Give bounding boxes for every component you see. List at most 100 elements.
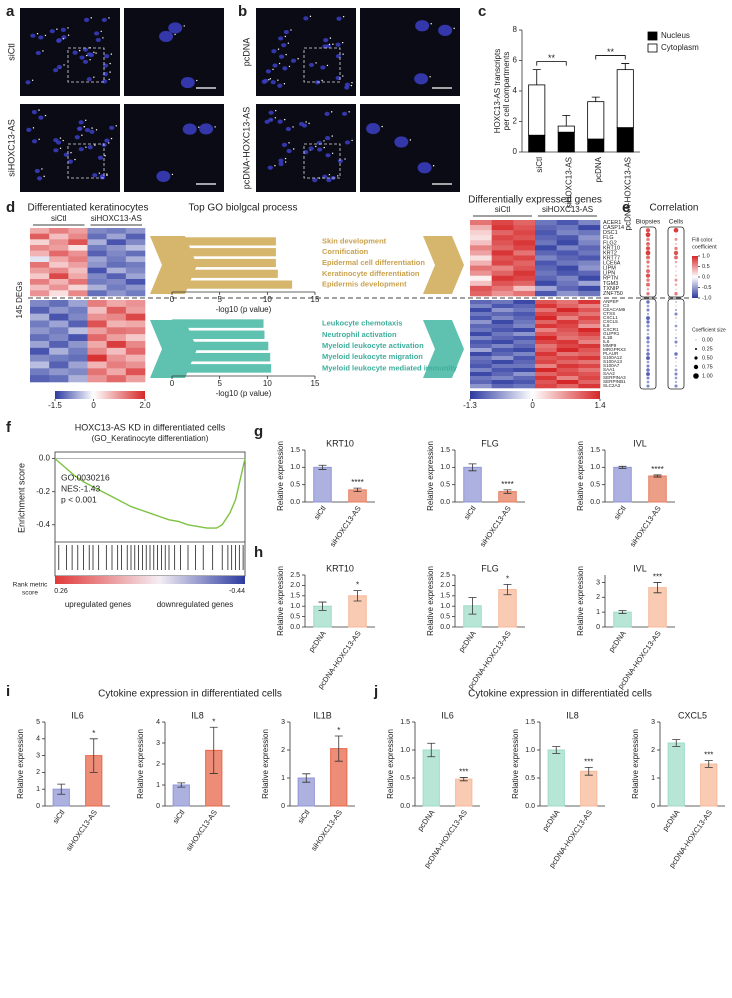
heat-cell [49,306,69,314]
x-tick-label: 15 [311,379,320,388]
heat-cell [68,327,88,335]
heat-cell [125,334,146,342]
heat-cell [491,356,514,361]
y-tick-label: 0.5 [590,482,600,489]
micrograph [124,104,224,192]
nucleus [159,30,174,43]
nucleus [344,85,350,90]
panel-label: i [6,683,10,700]
y-tick-label: 1 [281,775,285,782]
heat-cell [491,290,514,297]
heat-cell [470,316,492,321]
heat-cell [49,290,69,297]
heat-cell [556,336,579,341]
nucleus [278,54,285,59]
heat-cell [30,368,50,376]
heat-cell [556,255,579,261]
heat-cell [535,336,557,341]
nucleus [26,127,32,132]
speck [315,62,317,64]
y-tick-label: 1.0 [400,747,410,754]
dot [646,344,650,348]
nucleus [281,43,287,48]
nucleus [312,178,318,183]
heat-cell [125,300,146,308]
significance: * [337,726,340,735]
speck [174,33,176,36]
speck [214,126,216,128]
dot [646,336,650,340]
speck [269,78,272,80]
nucleus [268,117,274,122]
heat-cell [87,233,107,240]
heat-cell [556,275,579,282]
heat-cell [535,332,557,337]
heat-cell [491,348,514,353]
heat-cell [491,372,514,377]
dot [646,255,650,260]
y-tick-label: 1.0 [590,464,600,471]
x-tick-label: 10 [263,379,272,388]
x-tick-label: siHOXC13-AS [184,808,219,852]
heat-cell [513,300,536,305]
dot [675,288,677,291]
chart-title: Differentiated keratinocytes [28,203,149,214]
heat-cell [513,324,536,329]
x-tick-label: siHOXC13-AS [628,504,663,548]
speck [90,17,92,19]
heat-cell [535,255,557,261]
colorbar-label: 1.0 [702,253,710,259]
heat-cell [556,324,579,329]
bar [648,475,667,503]
heat-cell [106,228,127,234]
rank-label: Rank metric [13,582,48,589]
chart-subtitle: (GO_Keratinocyte differentiation) [92,434,209,443]
heat-cell [470,324,492,329]
nucleus [271,49,277,54]
colorbar-label: 0.0 [702,274,710,280]
speck [171,173,174,176]
bar [172,352,271,362]
speck [277,79,279,81]
heat-cell [578,235,601,241]
y-tick-label: 0.5 [440,482,450,489]
heat-cell [125,347,146,355]
heat-cell [125,245,146,251]
speck [350,84,353,87]
bar [700,763,718,807]
nucleus [35,50,41,56]
dot [645,228,651,233]
heat-cell [30,347,50,355]
dot [674,380,678,384]
speck [292,126,294,128]
heat-cell [125,279,146,285]
y-tick-label: 1.0 [440,603,450,610]
error-bar [532,69,541,85]
heat-cell [470,372,492,377]
heat-cell [556,265,579,271]
y-tick-label: 0.5 [525,775,535,782]
speck [183,25,185,27]
speck [56,28,58,30]
heat-cell [30,334,50,342]
y-axis-label: Relative expression [426,441,435,511]
dot [646,352,650,356]
colorbar-label: 1.4 [594,401,606,410]
heat-cell [556,270,579,277]
heat-cell [535,364,557,369]
dot [645,273,651,278]
dot [645,246,651,251]
heat-cell [556,280,579,287]
heat-cell [535,360,557,365]
zoom-box [67,47,105,83]
heat-cell [49,262,69,268]
dot [674,352,678,356]
heat-cell [68,306,88,314]
significance: ** [548,53,556,63]
gene-label: FLG [603,235,614,241]
heat-cell [513,265,536,271]
speck [453,27,455,30]
micrograph-label: pcDNA [241,38,251,67]
bar-segment [557,131,575,153]
speck [78,49,81,52]
